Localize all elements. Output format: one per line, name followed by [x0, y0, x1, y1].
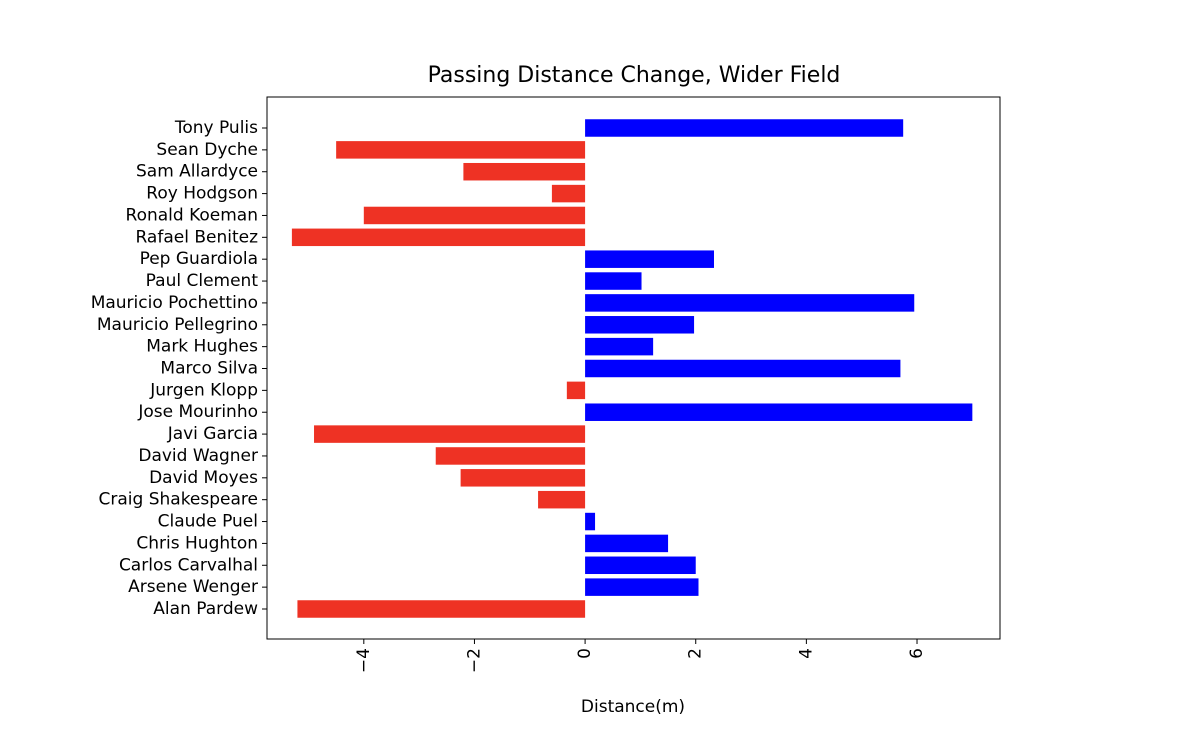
- bar: [585, 250, 714, 268]
- y-tick-label: Mauricio Pellegrino: [97, 315, 258, 335]
- x-axis-label: Distance(m): [581, 697, 685, 717]
- y-tick-label: Sam Allardyce: [136, 162, 258, 182]
- x-tick-label: 6: [907, 648, 927, 659]
- bar: [460, 469, 586, 487]
- bar: [585, 403, 973, 421]
- bar: [585, 294, 915, 312]
- bar: [585, 512, 596, 531]
- bar: [566, 381, 586, 400]
- y-tick-label: Mauricio Pochettino: [91, 293, 258, 313]
- bar: [585, 359, 901, 378]
- x-tick-label: 2: [686, 648, 706, 659]
- y-tick-label: Marco Silva: [160, 359, 258, 379]
- y-tick-label: David Moyes: [149, 468, 258, 488]
- y-tick-label: Mark Hughes: [146, 337, 258, 357]
- bars-layer: [291, 119, 973, 618]
- y-tick-label: Chris Hughton: [136, 533, 258, 553]
- y-tick-label: David Wagner: [138, 446, 258, 466]
- y-tick-label: Craig Shakespeare: [99, 490, 258, 510]
- bar: [585, 556, 696, 575]
- bar: [585, 337, 654, 356]
- x-tick-label: 4: [796, 648, 816, 659]
- bar: [585, 272, 642, 290]
- y-tick-label: Sean Dyche: [156, 140, 258, 160]
- bar: [297, 600, 586, 618]
- x-tick-label: −2: [464, 648, 484, 673]
- bar: [551, 184, 586, 203]
- y-tick-label: Arsene Wenger: [128, 577, 258, 597]
- y-tick-label: Roy Hodgson: [146, 184, 258, 204]
- bar: [585, 119, 904, 137]
- y-tick-label: Pep Guardiola: [140, 249, 258, 269]
- bar: [336, 141, 586, 159]
- y-tick-label: Alan Pardew: [153, 599, 258, 619]
- bar: [585, 534, 669, 553]
- x-axis: −4 −2 0 2 4 6: [354, 639, 927, 673]
- y-tick-label: Javi Garcia: [167, 424, 258, 444]
- y-tick-label: Tony Pulis: [174, 118, 258, 138]
- y-tick-label: Jurgen Klopp: [149, 380, 258, 400]
- bar: [538, 490, 586, 509]
- bar: [291, 228, 586, 247]
- x-tick-label: 0: [575, 648, 595, 659]
- y-tick-label: Rafael Benitez: [135, 227, 258, 247]
- bar: [463, 162, 586, 181]
- chart-title: Passing Distance Change, Wider Field: [428, 63, 841, 88]
- y-tick-label: Claude Puel: [158, 512, 258, 532]
- bar: [363, 206, 586, 225]
- y-tick-label: Ronald Koeman: [126, 205, 258, 225]
- bar: [585, 316, 695, 334]
- y-tick-label: Paul Clement: [146, 271, 259, 291]
- bar: [585, 578, 699, 596]
- x-tick-label: −4: [354, 648, 374, 673]
- bar: [314, 425, 586, 443]
- y-tick-label: Jose Mourinho: [137, 402, 258, 422]
- bar: [435, 447, 586, 465]
- y-tick-label: Carlos Carvalhal: [119, 555, 258, 575]
